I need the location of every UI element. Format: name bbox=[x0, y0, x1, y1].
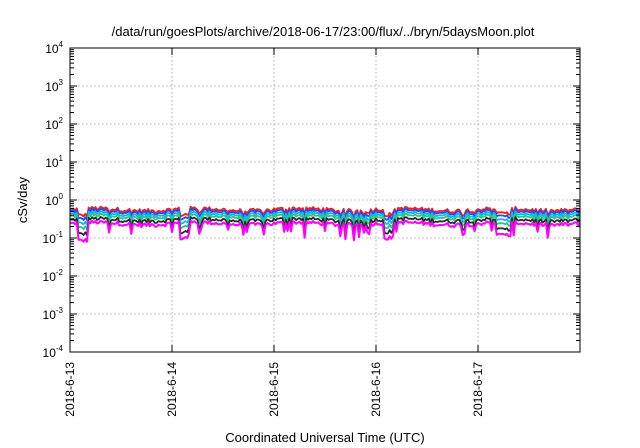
x-axis-label: Coordinated Universal Time (UTC) bbox=[225, 430, 424, 445]
chart-title: /data/run/goesPlots/archive/2018-06-17/2… bbox=[112, 24, 535, 39]
series-lines bbox=[69, 205, 581, 243]
y-tick-base: 10 bbox=[45, 118, 59, 132]
y-tick-label: 103 bbox=[45, 78, 63, 94]
y-tick-base: 10 bbox=[45, 156, 59, 170]
x-tick-label: 2018-6-17 bbox=[471, 362, 485, 417]
x-tick-label: 2018-6-15 bbox=[267, 362, 281, 417]
y-tick-label: 10-2 bbox=[43, 268, 64, 284]
series-line bbox=[70, 219, 581, 243]
y-tick-exponent: -4 bbox=[56, 344, 64, 353]
x-tick-labels: 2018-6-13 2018-6-14 2018-6-15 2018-6-16 2018… bbox=[63, 362, 485, 417]
y-tick-base: 10 bbox=[45, 42, 59, 56]
x-tick-label: 2018-6-13 bbox=[63, 362, 77, 417]
y-tick-exponent: 0 bbox=[59, 192, 64, 201]
y-tick-exponent: 3 bbox=[59, 78, 64, 87]
y-tick-base: 10 bbox=[43, 270, 57, 284]
axis-ticks bbox=[69, 47, 580, 353]
y-tick-base: 10 bbox=[43, 346, 57, 360]
y-tick-label: 10-4 bbox=[43, 344, 64, 360]
y-tick-base: 10 bbox=[43, 232, 57, 246]
grid bbox=[70, 48, 580, 352]
y-tick-base: 10 bbox=[45, 80, 59, 94]
y-tick-label: 101 bbox=[45, 154, 63, 170]
y-tick-exponent: -2 bbox=[56, 268, 64, 277]
y-tick-base: 10 bbox=[45, 194, 59, 208]
y-tick-base: 10 bbox=[43, 308, 57, 322]
y-tick-exponent: 2 bbox=[59, 116, 64, 125]
x-tick-label: 2018-6-14 bbox=[165, 362, 179, 417]
y-tick-exponent: 4 bbox=[59, 40, 64, 49]
y-tick-label: 102 bbox=[45, 116, 63, 132]
y-axis-label: cSv/day bbox=[15, 176, 30, 223]
y-tick-exponent: -1 bbox=[56, 230, 64, 239]
x-tick-label: 2018-6-16 bbox=[369, 362, 383, 417]
y-tick-label: 100 bbox=[45, 192, 63, 208]
y-tick-exponent: -3 bbox=[56, 306, 64, 315]
y-tick-label: 10-1 bbox=[43, 230, 64, 246]
y-tick-label: 10-3 bbox=[43, 306, 64, 322]
y-tick-label: 104 bbox=[45, 40, 63, 56]
y-tick-exponent: 1 bbox=[59, 154, 64, 163]
